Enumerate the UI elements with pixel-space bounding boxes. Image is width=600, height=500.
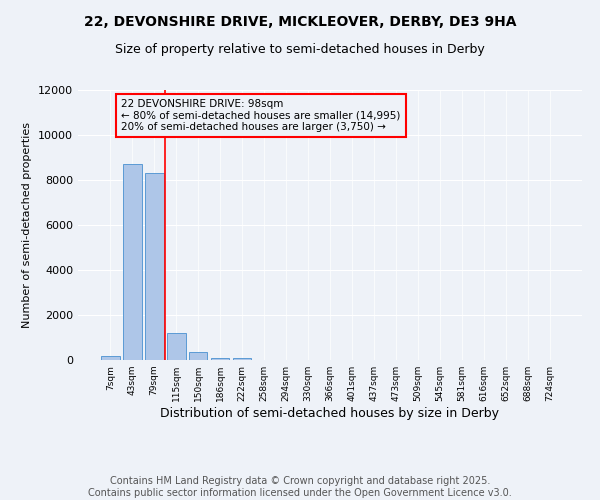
Bar — [211, 358, 229, 360]
Text: Size of property relative to semi-detached houses in Derby: Size of property relative to semi-detach… — [115, 42, 485, 56]
Text: 22 DEVONSHIRE DRIVE: 98sqm
← 80% of semi-detached houses are smaller (14,995)
20: 22 DEVONSHIRE DRIVE: 98sqm ← 80% of semi… — [121, 99, 401, 132]
Y-axis label: Number of semi-detached properties: Number of semi-detached properties — [22, 122, 32, 328]
Bar — [123, 164, 142, 360]
Bar — [101, 356, 119, 360]
X-axis label: Distribution of semi-detached houses by size in Derby: Distribution of semi-detached houses by … — [161, 407, 499, 420]
Bar — [145, 174, 164, 360]
Bar — [167, 333, 185, 360]
Text: 22, DEVONSHIRE DRIVE, MICKLEOVER, DERBY, DE3 9HA: 22, DEVONSHIRE DRIVE, MICKLEOVER, DERBY,… — [84, 15, 516, 29]
Bar — [189, 352, 208, 360]
Text: Contains HM Land Registry data © Crown copyright and database right 2025.
Contai: Contains HM Land Registry data © Crown c… — [88, 476, 512, 498]
Bar — [233, 358, 251, 360]
